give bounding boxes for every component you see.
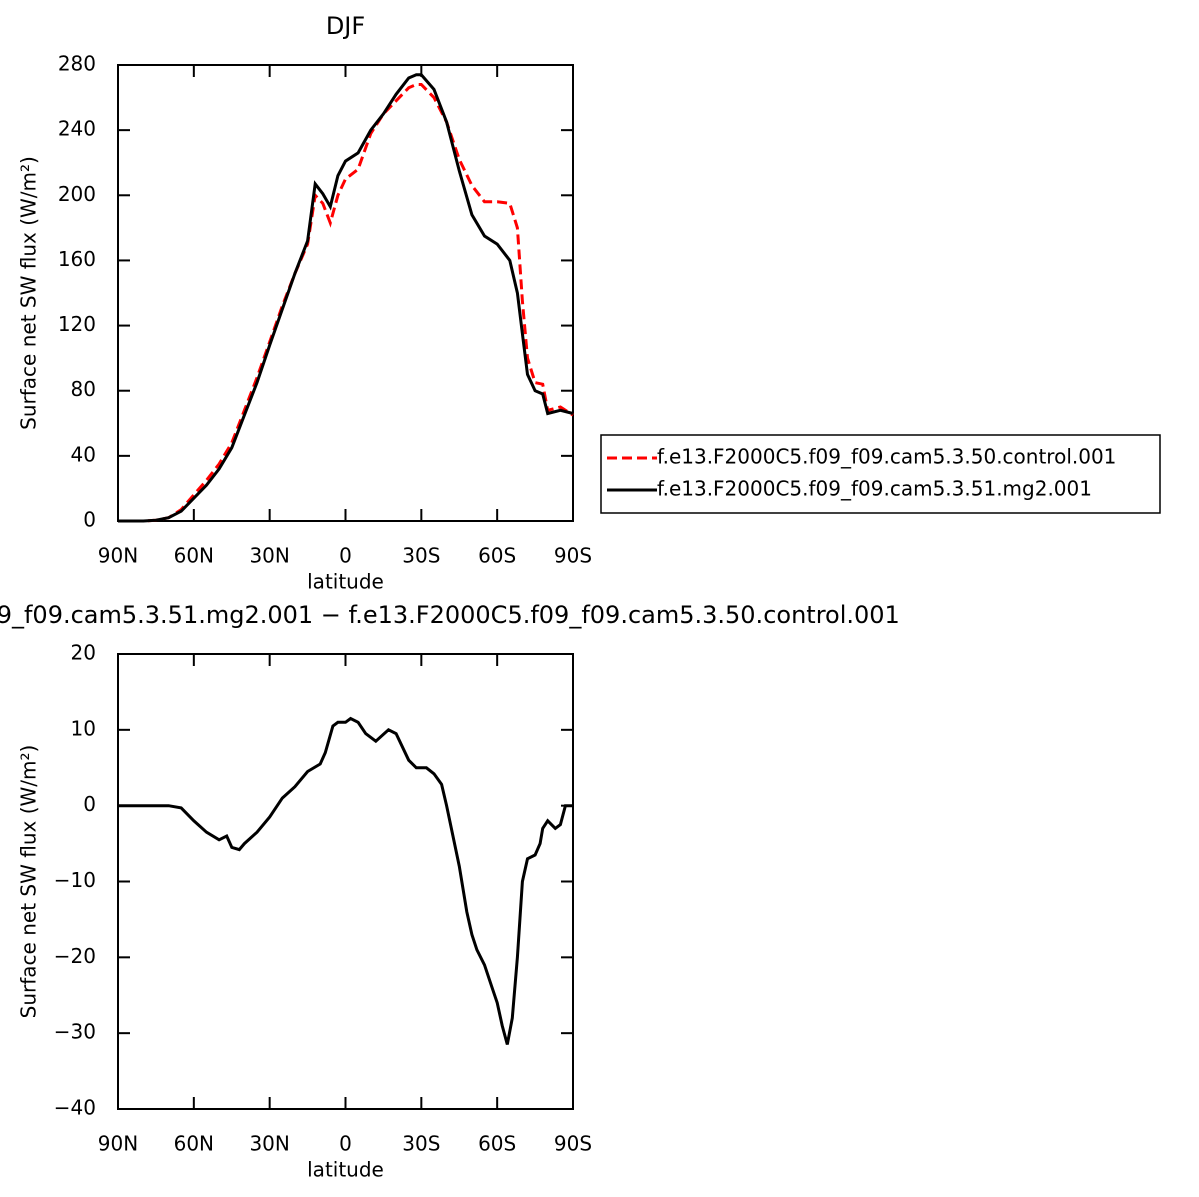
- legend-label: f.e13.F2000C5.f09_f09.cam5.3.51.mg2.001: [657, 477, 1092, 501]
- y-tick-label: 240: [58, 117, 96, 141]
- chart-title: f.e13.F2000C5.f09_f09.cam5.3.51.mg2.001 …: [0, 601, 900, 629]
- y-tick-label: 280: [58, 52, 96, 76]
- data-line: [118, 716, 573, 1045]
- plot-frame: [117, 64, 574, 522]
- data-line: [118, 73, 574, 523]
- y-tick-label: −40: [54, 1096, 96, 1120]
- y-tick-label: 0: [83, 508, 96, 532]
- x-tick-label: 60S: [478, 544, 516, 568]
- x-tick-label: 60N: [174, 1132, 214, 1156]
- x-tick-label: 0: [339, 544, 352, 568]
- x-tick-label: 90N: [98, 544, 138, 568]
- y-tick-label: 120: [58, 312, 96, 336]
- y-tick-label: 80: [71, 377, 96, 401]
- y-tick-label: 160: [58, 247, 96, 271]
- y-tick-label: −20: [54, 944, 96, 968]
- y-tick-label: 40: [71, 442, 96, 466]
- y-axis-label: Surface net SW flux (W/m²): [17, 745, 41, 1019]
- y-tick-label: 10: [71, 716, 96, 740]
- x-tick-label: 90S: [554, 544, 592, 568]
- x-axis-label: latitude: [307, 570, 384, 594]
- x-tick-label: 30N: [249, 544, 289, 568]
- chart-title: DJF: [326, 12, 365, 40]
- x-tick-label: 90S: [554, 1132, 592, 1156]
- legend-label: f.e13.F2000C5.f09_f09.cam5.3.50.control.…: [657, 445, 1116, 469]
- y-tick-label: 0: [83, 792, 96, 816]
- x-tick-label: 60S: [478, 1132, 516, 1156]
- x-tick-label: 30N: [249, 1132, 289, 1156]
- y-tick-label: 200: [58, 182, 96, 206]
- y-tick-label: −10: [54, 868, 96, 892]
- y-axis-label: Surface net SW flux (W/m²): [17, 156, 41, 430]
- legend-box: [600, 434, 1161, 514]
- y-tick-label: 20: [71, 641, 96, 665]
- x-tick-label: 90N: [98, 1132, 138, 1156]
- data-line: [118, 83, 574, 523]
- y-tick-label: −30: [54, 1020, 96, 1044]
- x-axis-label: latitude: [307, 1158, 384, 1182]
- x-tick-label: 30S: [402, 544, 440, 568]
- x-tick-label: 30S: [402, 1132, 440, 1156]
- x-tick-label: 60N: [174, 544, 214, 568]
- x-tick-label: 0: [339, 1132, 352, 1156]
